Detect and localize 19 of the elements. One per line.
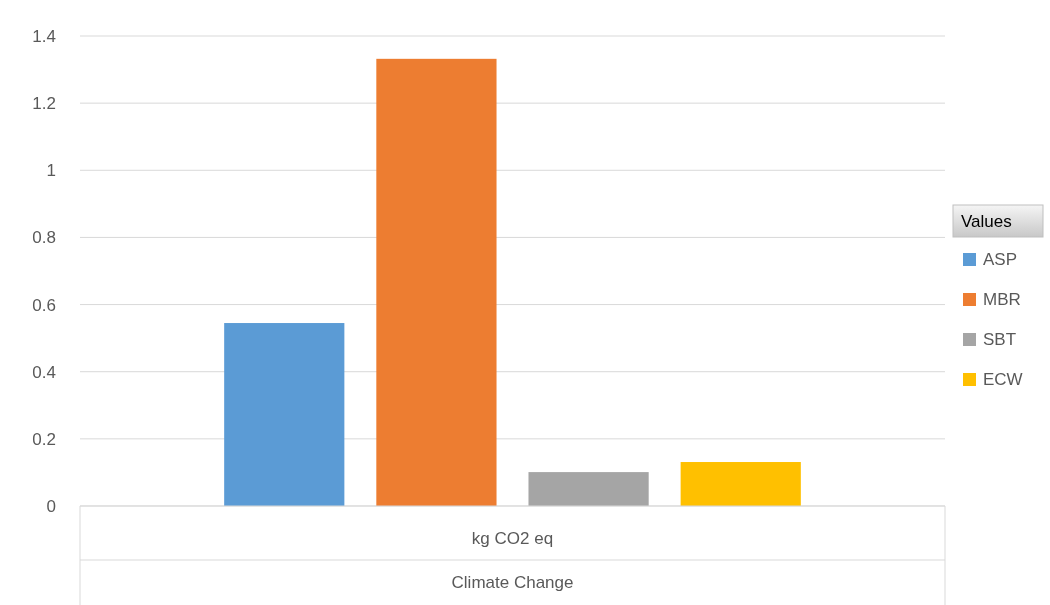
legend-label: ASP — [983, 250, 1018, 269]
x-tick-label: kg CO2 eq — [471, 529, 554, 548]
legend-label: SBT — [983, 330, 1017, 349]
legend-label: MBR — [983, 290, 1021, 309]
y-tick-label: 0.6 — [32, 295, 56, 315]
bar — [224, 323, 345, 506]
y-tick-label: 0.4 — [32, 362, 56, 382]
y-tick-label: 1.4 — [32, 26, 56, 46]
bar — [680, 462, 801, 506]
y-tick-label: 1 — [46, 161, 56, 181]
bar — [376, 58, 497, 506]
bar — [528, 472, 649, 506]
x-axis-title: Climate Change — [451, 573, 574, 592]
y-tick-label: 0.8 — [32, 228, 56, 248]
y-tick-label: 1.2 — [32, 94, 56, 114]
y-tick-label: 0.2 — [32, 429, 56, 449]
legend-title: Values — [961, 212, 1012, 231]
y-tick-label: 0 — [46, 496, 56, 516]
legend-label: ECW — [983, 370, 1023, 389]
